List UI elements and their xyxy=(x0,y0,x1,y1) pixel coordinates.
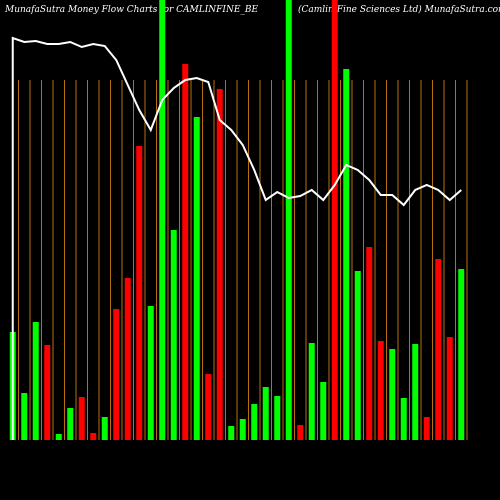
bar xyxy=(124,278,131,440)
bar xyxy=(377,341,384,440)
bar xyxy=(113,309,120,440)
bar xyxy=(205,374,212,440)
chart-subtitle: (Camlin Fine Sciences Ltd) MunafaSutra.c… xyxy=(298,4,500,15)
bar xyxy=(423,417,430,440)
bar xyxy=(228,426,235,440)
bar xyxy=(331,0,338,440)
bar xyxy=(354,271,361,440)
bar xyxy=(320,382,327,440)
bar xyxy=(239,419,246,440)
bar xyxy=(458,269,465,440)
bar xyxy=(274,396,281,440)
bar xyxy=(400,398,407,440)
bar xyxy=(389,349,396,440)
bar xyxy=(308,343,315,440)
bar xyxy=(446,337,453,440)
bar xyxy=(78,397,85,440)
bar xyxy=(412,344,419,440)
bar xyxy=(343,69,350,440)
chart-title: MunafaSutra Money Flow Charts for CAMLIN… xyxy=(4,5,259,15)
bar xyxy=(193,117,200,440)
bar xyxy=(182,64,189,440)
bar xyxy=(285,0,292,440)
bar xyxy=(435,259,442,440)
bar xyxy=(21,393,28,440)
bar xyxy=(159,0,166,440)
bar xyxy=(170,230,177,440)
bar xyxy=(55,434,62,440)
bar xyxy=(147,306,154,440)
bar xyxy=(32,322,39,440)
bar xyxy=(262,387,269,440)
bar xyxy=(90,433,97,440)
bar xyxy=(136,146,143,440)
bar xyxy=(216,89,223,440)
bar xyxy=(67,408,74,440)
bar xyxy=(44,345,51,440)
money-flow-line xyxy=(11,36,462,440)
bar xyxy=(297,425,304,440)
bar xyxy=(366,247,373,440)
bar xyxy=(101,417,108,440)
bar xyxy=(251,404,258,440)
